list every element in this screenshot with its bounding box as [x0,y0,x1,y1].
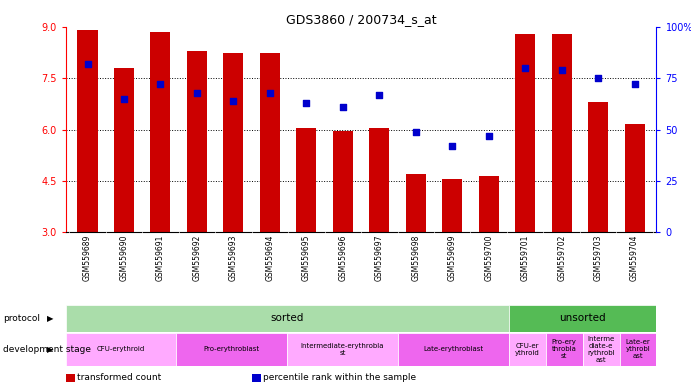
Bar [296,128,316,232]
Bar [287,333,398,366]
Bar [588,102,608,232]
Text: GSM559704: GSM559704 [630,235,639,281]
Point [301,100,312,106]
Text: Late-erythroblast: Late-erythroblast [424,346,484,352]
Text: sorted: sorted [270,313,304,323]
Text: Pro-erythroblast: Pro-erythroblast [204,346,260,352]
Text: GSM559699: GSM559699 [448,235,457,281]
Text: Intermediate-erythrobla
st: Intermediate-erythrobla st [301,343,384,356]
Point [337,104,348,110]
Bar [187,51,207,232]
Text: GSM559691: GSM559691 [156,235,165,281]
Bar [151,32,171,232]
Bar [546,333,583,366]
Text: GSM559701: GSM559701 [520,235,530,281]
Bar [583,333,620,366]
Point [556,67,567,73]
Text: GSM559694: GSM559694 [265,235,274,281]
Text: transformed count: transformed count [77,373,161,382]
Bar [176,333,287,366]
Text: CFU-er
ythroid: CFU-er ythroid [515,343,540,356]
Text: development stage: development stage [3,345,91,354]
Bar [442,179,462,232]
Point [155,81,166,88]
Bar [66,333,176,366]
Bar [114,68,134,232]
Bar [620,333,656,366]
Bar [515,34,536,232]
Bar [398,333,509,366]
Title: GDS3860 / 200734_s_at: GDS3860 / 200734_s_at [286,13,436,26]
Text: Pro-ery
throbla
st: Pro-ery throbla st [551,339,576,359]
Bar [223,53,243,232]
Point [82,61,93,67]
Point [520,65,531,71]
Text: CFU-erythroid: CFU-erythroid [97,346,145,352]
Text: ▶: ▶ [47,314,53,323]
Text: GSM559695: GSM559695 [302,235,311,281]
Point [228,98,239,104]
Text: GSM559702: GSM559702 [557,235,566,281]
Bar [369,128,389,232]
Point [593,75,604,81]
Text: Late-er
ythrobl
ast: Late-er ythrobl ast [625,339,650,359]
Bar [333,131,353,232]
Text: protocol: protocol [3,314,41,323]
Text: GSM559696: GSM559696 [339,235,348,281]
Text: GSM559697: GSM559697 [375,235,384,281]
Bar [260,53,280,232]
Bar [625,124,645,232]
Text: Interme
diate-e
rythrobl
ast: Interme diate-e rythrobl ast [587,336,615,363]
Text: percentile rank within the sample: percentile rank within the sample [263,373,417,382]
Point [118,96,129,102]
Bar [406,174,426,232]
Text: ▶: ▶ [47,345,53,354]
Text: GSM559703: GSM559703 [594,235,603,281]
Text: GSM559698: GSM559698 [411,235,420,281]
Bar [77,30,97,232]
Point [629,81,640,88]
Point [374,92,385,98]
Bar [479,176,499,232]
Point [446,143,457,149]
Text: GSM559693: GSM559693 [229,235,238,281]
Bar [509,305,656,332]
Text: GSM559692: GSM559692 [192,235,202,281]
Point [265,89,276,96]
Point [191,89,202,96]
Bar [509,333,546,366]
Text: GSM559700: GSM559700 [484,235,493,281]
Text: unsorted: unsorted [559,313,606,323]
Bar [551,34,571,232]
Point [483,133,494,139]
Bar [66,305,509,332]
Text: GSM559689: GSM559689 [83,235,92,281]
Text: GSM559690: GSM559690 [120,235,129,281]
Point [410,129,422,135]
